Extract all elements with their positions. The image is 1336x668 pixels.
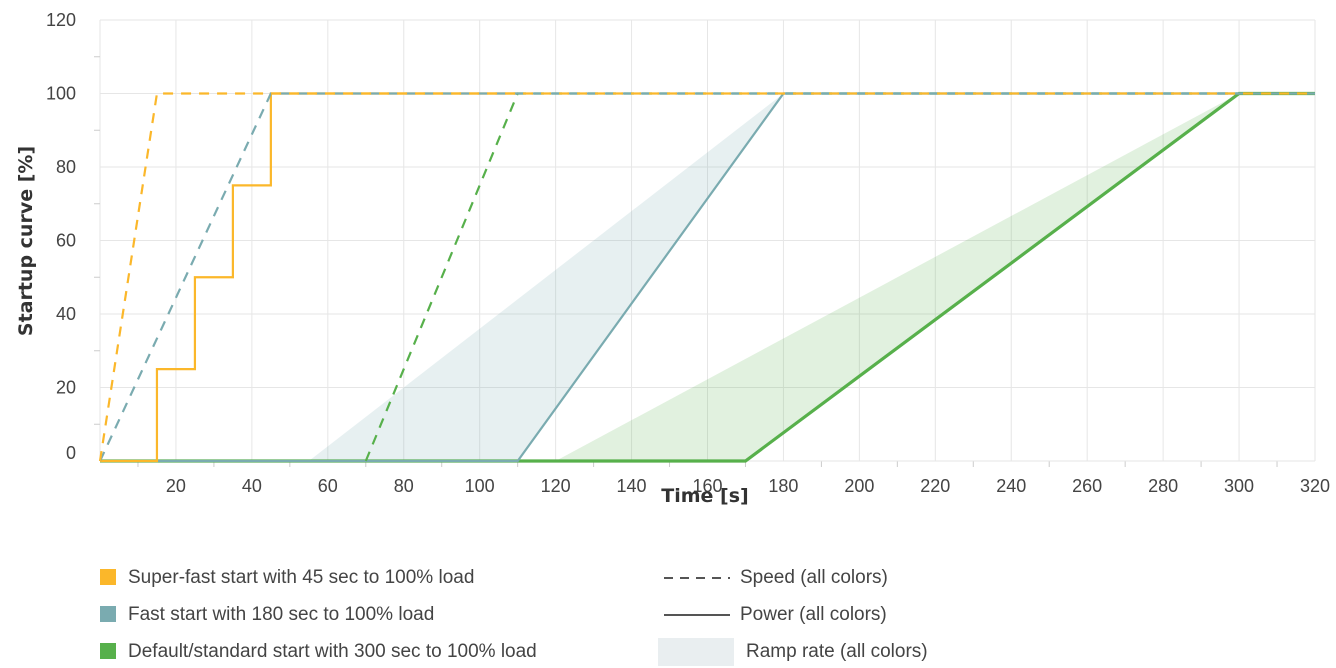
x-tick-label: 120: [541, 476, 571, 496]
x-tick-label: 220: [920, 476, 950, 496]
ramp-area-fast: [308, 93, 784, 461]
series-lines: [98, 91, 1315, 463]
legend-item-speed: Speed (all colors): [658, 566, 888, 590]
startup-curve-chart: 20 40 60 80 100 120 140 160 180 200 220 240 260 280 30…: [15, 10, 1330, 507]
x-tick-label: 140: [617, 476, 647, 496]
x-axis-ticks: 20 40 60 80 100 120 140 160 180 200 220 240 260 280 30…: [166, 476, 1330, 496]
x-tick-label: 200: [844, 476, 874, 496]
speed-line-fast: [99, 92, 1315, 462]
ramp-area-sample: [658, 638, 734, 666]
y-tick-label: 100: [46, 84, 76, 104]
legend-swatch-default: [100, 643, 116, 659]
x-tick-label: 80: [394, 476, 414, 496]
x-tick-label: 180: [768, 476, 798, 496]
x-tick-label: 240: [996, 476, 1026, 496]
x-tick-label: 20: [166, 476, 186, 496]
y-axis-title: Startup curve [%]: [15, 146, 37, 336]
y-tick-label: 0: [66, 443, 76, 463]
x-tick-label: 100: [465, 476, 495, 496]
dashed-line-sample: [664, 576, 730, 579]
x-axis-title: Time [s]: [661, 485, 748, 507]
y-tick-label: 60: [56, 231, 76, 251]
legend-item-power: Power (all colors): [658, 603, 887, 627]
legend-label-ramp: Ramp rate (all colors): [746, 641, 928, 663]
y-tick-label: 20: [56, 378, 76, 398]
x-tick-label: 300: [1224, 476, 1254, 496]
y-axis-ticks: 0 20 40 60 80 100 120: [46, 10, 76, 463]
legend-item-ramp: Ramp rate (all colors): [658, 638, 928, 666]
y-tick-label: 120: [46, 10, 76, 30]
ramp-area-default: [555, 93, 1240, 461]
x-tick-label: 260: [1072, 476, 1102, 496]
speed-line-super_fast: [98, 92, 1315, 462]
x-tick-label: 40: [242, 476, 262, 496]
ramp-areas: [308, 93, 1240, 461]
legend-swatch-super-fast: [100, 569, 116, 585]
solid-line-sample: [664, 613, 730, 616]
y-tick-label: 80: [56, 157, 76, 177]
x-tick-label: 60: [318, 476, 338, 496]
x-tick-label: 320: [1300, 476, 1330, 496]
legend-label-speed: Speed (all colors): [740, 567, 888, 588]
legend-item-default: Default/standard start with 300 sec to 1…: [100, 640, 537, 664]
legend-item-fast: Fast start with 180 sec to 100% load: [100, 603, 434, 627]
y-tick-label: 40: [56, 304, 76, 324]
legend-swatch-fast: [100, 606, 116, 622]
power-line-super_fast: [100, 92, 518, 463]
legend-label-super-fast: Super-fast start with 45 sec to 100% loa…: [128, 567, 475, 588]
x-tick-label: 280: [1148, 476, 1178, 496]
legend-label-power: Power (all colors): [740, 604, 887, 625]
legend-item-super-fast: Super-fast start with 45 sec to 100% loa…: [100, 566, 474, 590]
x-tick-label: 160: [692, 476, 722, 496]
legend-label-fast: Fast start with 180 sec to 100% load: [128, 604, 435, 625]
legend-label-default: Default/standard start with 300 sec to 1…: [128, 641, 537, 662]
